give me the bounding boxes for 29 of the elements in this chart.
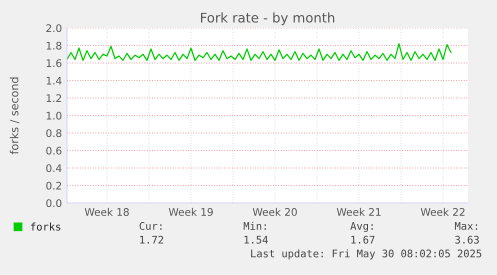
y-tick-label: 0.2 [46,182,62,190]
legend-label: forks [30,222,60,231]
y-tick-label: 0.0 [46,199,62,208]
y-tick-label: 0.8 [46,129,62,138]
y-tick-label: 2.0 [46,24,62,32]
x-tick-label: Week 21 [336,208,381,216]
x-tick-label: Week 19 [168,208,213,216]
text: 1.72 [140,236,164,244]
text: Avg: [350,222,373,232]
y-tick-label: 1.2 [46,94,62,102]
y-tick-label: 1.0 [46,112,62,120]
x-tick-label: Week 20 [252,208,297,216]
y-tick-label: 1.6 [46,59,62,68]
x-tick-label: Week 18 [84,208,129,216]
chart-title: Fork rate - by month [201,12,334,26]
text: Max: [454,222,478,230]
text: 3.63 [455,236,479,244]
y-tick-label: 0.6 [46,146,62,155]
y-tick-label: 0.4 [46,164,62,172]
text: 1.54 [244,236,268,244]
y-tick-label: 1.4 [46,76,62,84]
text: Cur: [140,222,162,230]
text: Min: [244,222,266,230]
text: 1.67 [351,236,374,244]
line-series [67,43,452,61]
y-tick-label: 1.8 [46,42,62,50]
text: Last update: Fri May 30 08:02:05 2025 [251,249,482,260]
x-tick-label: Week 22 [420,208,465,216]
y-axis-title: forks / second [10,78,20,154]
